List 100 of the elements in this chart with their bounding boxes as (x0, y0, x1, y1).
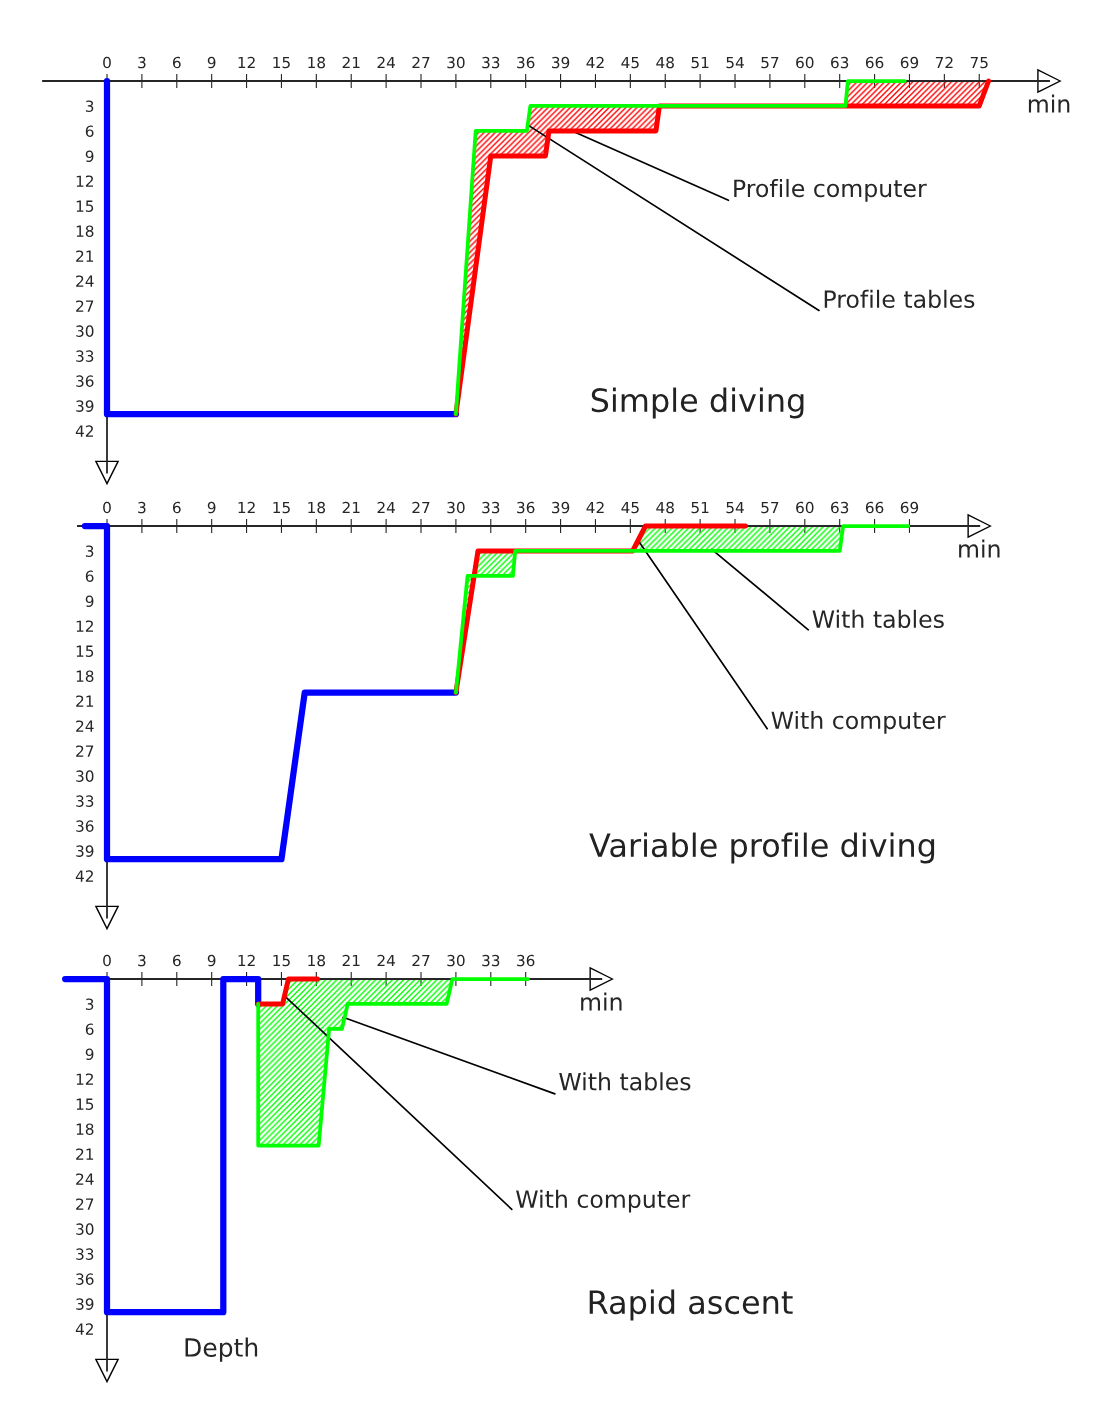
x-tick-label: 9 (207, 56, 216, 69)
y-tick-label: 15 (76, 645, 94, 657)
x-tick-label: 12 (238, 56, 255, 69)
y-tick-label: 24 (76, 1173, 94, 1185)
annotation: With computer (516, 1189, 691, 1213)
x-tick-label: 33 (482, 56, 500, 69)
x-tick-label: 42 (586, 501, 604, 514)
x-tick-label: 18 (308, 954, 326, 967)
x-tick-label: 33 (482, 501, 500, 514)
x-tick-label: 27 (412, 954, 430, 967)
x-tick-label: 0 (103, 501, 111, 514)
annotation: With computer (771, 710, 946, 734)
y-tick-label: 15 (76, 1098, 94, 1110)
x-tick-label: 48 (656, 56, 674, 69)
y-tick-label: 42 (75, 425, 93, 437)
y-axis-title: Depth (185, 1337, 258, 1362)
annotation: With tables (559, 1072, 691, 1091)
y-tick-label: 3 (85, 545, 94, 558)
y-tick-label: 18 (76, 225, 94, 237)
x-axis-title: min (959, 539, 1000, 558)
annotation: Profile tables (824, 289, 975, 309)
x-tick-label: 39 (552, 501, 570, 514)
y-tick-label: 9 (85, 150, 94, 162)
y-tick-label: 15 (76, 200, 94, 212)
x-tick-label: 3 (138, 501, 146, 514)
text: Variable profile diving (589, 832, 935, 864)
y-tick-label: 12 (76, 175, 93, 187)
y-tick-label: 18 (76, 1123, 94, 1135)
x-axis-title: min (1028, 94, 1070, 113)
x-tick-label: 27 (412, 501, 430, 514)
y-tick-label: 27 (76, 745, 94, 757)
x-tick-label: 72 (935, 56, 953, 69)
y-tick-label: 24 (76, 720, 94, 732)
x-tick-label: 63 (831, 501, 849, 514)
x-tick-label: 24 (377, 56, 395, 69)
text: Rapid ascent (589, 1289, 793, 1321)
y-tick-label: 27 (76, 300, 94, 312)
x-tick-label: 0 (103, 954, 111, 967)
x-axis-title: min (581, 992, 622, 1011)
x-tick-label: 54 (726, 501, 744, 514)
y-tick-label: 30 (76, 770, 94, 782)
y-tick-label: 6 (85, 570, 94, 582)
y-tick-label: 21 (76, 695, 94, 707)
y-tick-label: 42 (75, 1323, 93, 1335)
x-tick-label: 63 (831, 56, 849, 69)
x-tick-label: 12 (238, 954, 255, 967)
y-tick-label: 6 (85, 1023, 94, 1035)
text: Simple diving (591, 387, 804, 419)
x-tick-label: 33 (482, 954, 500, 967)
x-tick-label: 6 (172, 56, 181, 69)
y-tick-label: 30 (76, 1223, 94, 1235)
y-tick-label: 33 (76, 1248, 94, 1260)
x-tick-label: 69 (900, 56, 919, 69)
x-tick-label: 15 (273, 501, 290, 514)
y-tick-label: 33 (76, 795, 94, 807)
x-tick-label: 21 (342, 501, 360, 514)
x-tick-label: 3 (138, 56, 146, 69)
y-tick-label: 3 (85, 998, 94, 1011)
x-tick-label: 36 (517, 954, 535, 967)
annotation: With tables (812, 609, 944, 629)
x-tick-label: 48 (656, 501, 674, 514)
x-tick-label: 6 (172, 954, 181, 967)
y-tick-label: 6 (85, 125, 94, 137)
y-tick-label: 36 (76, 1273, 94, 1285)
x-tick-label: 27 (412, 56, 430, 69)
x-tick-label: 66 (865, 56, 884, 69)
x-tick-label: 42 (586, 56, 604, 69)
y-tick-label: 12 (76, 1073, 93, 1085)
x-tick-label: 15 (273, 954, 290, 967)
x-tick-label: 0 (103, 56, 111, 69)
y-tick-label: 39 (76, 845, 94, 857)
x-tick-label: 36 (517, 56, 535, 69)
x-tick-label: 21 (342, 954, 360, 967)
x-tick-label: 51 (691, 501, 709, 514)
y-tick-label: 21 (76, 250, 94, 262)
x-tick-label: 69 (900, 501, 919, 514)
x-tick-label: 18 (308, 56, 326, 69)
x-tick-label: 30 (447, 954, 465, 967)
y-tick-label: 36 (76, 375, 94, 387)
y-tick-label: 27 (76, 1198, 94, 1210)
x-tick-label: 12 (238, 501, 255, 514)
x-tick-label: 66 (865, 501, 884, 514)
annotation: Profile computer (734, 178, 927, 202)
x-tick-label: 15 (273, 56, 290, 69)
x-tick-label: 24 (377, 954, 395, 967)
x-tick-label: 57 (761, 501, 779, 514)
x-tick-label: 18 (308, 501, 326, 514)
y-tick-label: 39 (76, 400, 94, 412)
x-tick-label: 36 (517, 501, 535, 514)
y-tick-label: 18 (76, 670, 94, 682)
y-tick-label: 12 (76, 620, 93, 632)
x-tick-label: 51 (691, 56, 709, 69)
x-tick-label: 30 (447, 501, 465, 514)
x-tick-label: 75 (970, 56, 988, 69)
y-tick-label: 21 (76, 1148, 94, 1160)
x-tick-label: 60 (796, 501, 814, 514)
y-tick-label: 9 (85, 1048, 94, 1060)
x-tick-label: 45 (621, 501, 639, 514)
x-tick-label: 57 (761, 56, 779, 69)
y-tick-label: 30 (76, 325, 94, 337)
